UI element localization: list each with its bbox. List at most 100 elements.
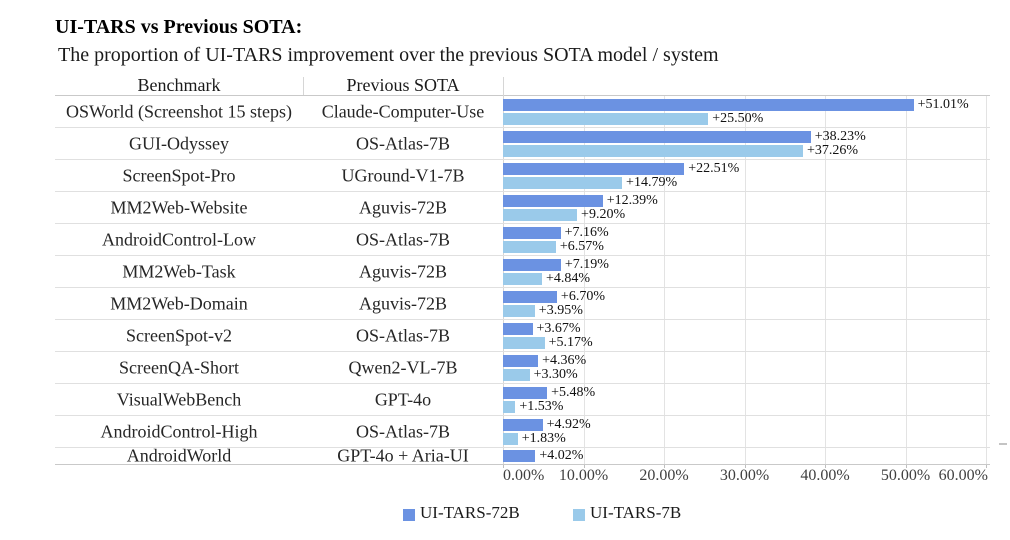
bar-72b: [503, 99, 914, 111]
axis-tick: [986, 464, 987, 468]
bar-value-label: +3.67%: [536, 321, 581, 336]
benchmark-cell: GUI-Odyssey: [129, 133, 229, 153]
previous-sota-cell: Aguvis-72B: [358, 293, 447, 313]
bar-7b: [503, 337, 545, 349]
table-row: AndroidControl-Low OS-Atlas-7B +7.16% +6.57…: [55, 224, 990, 256]
bar-value-label: +9.20%: [581, 207, 626, 222]
benchmark-cell: AndroidWorld: [126, 445, 232, 465]
bar-72b: [503, 227, 561, 239]
table-row: VisualWebBench GPT-4o +5.48% +1.53%: [55, 384, 990, 416]
bar-value-label: +38.23%: [814, 129, 866, 144]
bar-value-label: +14.79%: [626, 175, 678, 190]
bar-value-label: +4.92%: [546, 417, 591, 432]
benchmark-column-header: Benchmark: [137, 75, 221, 95]
benchmark-cell: ScreenSpot-Pro: [122, 165, 236, 185]
x-tick-label: 20.00%: [639, 467, 689, 484]
axis-tick: [825, 464, 826, 468]
bar-72b: [503, 195, 603, 207]
table-row: MM2Web-Domain Aguvis-72B +6.70% +3.95%: [55, 288, 990, 320]
x-tick-label: 0.00%: [503, 467, 545, 484]
bar-7b: [503, 145, 803, 157]
column-divider: [303, 77, 304, 95]
table-row: AndroidWorld GPT-4o + Aria-UI +4.02%: [55, 445, 990, 465]
legend-swatch-7b: [573, 509, 585, 521]
previous-sota-cell: Aguvis-72B: [358, 197, 447, 217]
bar-7b: [503, 177, 623, 189]
benchmark-cell: ScreenSpot-v2: [126, 325, 232, 345]
x-axis-line: [55, 464, 990, 465]
x-tick-label: 50.00%: [880, 467, 931, 484]
previous-sota-cell: UGround-V1-7B: [341, 165, 465, 185]
x-tick-label: 30.00%: [719, 467, 770, 484]
benchmark-cell: AndroidControl-Low: [102, 229, 256, 249]
gridline: [744, 96, 746, 464]
bar-72b: [503, 450, 536, 462]
bar-value-label: +4.84%: [545, 271, 591, 286]
legend-label: UI-TARS-7B: [590, 503, 682, 522]
legend-swatch-72b: [403, 509, 415, 521]
previous-sota-cell: OS-Atlas-7B: [356, 325, 450, 345]
bar-value-label: +6.57%: [559, 239, 604, 254]
axis-tick: [744, 464, 746, 468]
benchmark-cell: MM2Web-Task: [122, 261, 236, 281]
bar-7b: [503, 209, 578, 221]
axis-tick: [583, 464, 585, 468]
bar-value-label: +1.53%: [519, 399, 564, 414]
table-row: GUI-Odyssey OS-Atlas-7B +38.23% +37.26%: [55, 128, 990, 160]
gridline: [583, 96, 585, 464]
bar-72b: [503, 291, 557, 303]
bar-7b: [503, 401, 516, 413]
gridline: [825, 96, 826, 464]
bar-72b: [503, 259, 561, 271]
previous-sota-cell: GPT-4o: [374, 389, 432, 409]
benchmark-cell: VisualWebBench: [116, 389, 242, 409]
benchmark-cell: AndroidControl-High: [100, 421, 258, 441]
bar-72b: [503, 419, 543, 431]
legend-label: UI-TARS-72B: [420, 503, 520, 522]
bar-value-label: +25.50%: [712, 111, 764, 126]
gridline: [664, 96, 665, 464]
benchmark-cell: ScreenQA-Short: [119, 357, 239, 377]
axis-tick: [503, 464, 504, 468]
bar-value-label: +22.51%: [688, 161, 740, 176]
table-row: MM2Web-Task Aguvis-72B +7.19% +4.84%: [55, 256, 990, 288]
previous-sota-cell: Aguvis-72B: [358, 261, 447, 281]
bar-7b: [503, 433, 518, 445]
table-row: OSWorld (Screenshot 15 steps) Claude-Comp…: [55, 96, 990, 128]
table-row: ScreenQA-Short Qwen2-VL-7B +4.36% +3.30%: [55, 352, 990, 384]
benchmark-cell: OSWorld (Screenshot 15 steps): [65, 101, 293, 121]
table-row: MM2Web-Website Aguvis-72B +12.39% +9.20%: [55, 192, 990, 224]
bar-value-label: +6.70%: [560, 289, 605, 304]
bar-7b: [503, 273, 542, 285]
bar-value-label: +1.83%: [521, 431, 566, 446]
benchmark-cell: MM2Web-Domain: [110, 293, 248, 313]
bar-value-label: +5.17%: [548, 335, 593, 350]
previous-sota-cell: Claude-Computer-Use: [321, 101, 485, 121]
bar-72b: [503, 131, 811, 143]
bar-7b: [503, 305, 535, 317]
x-tick-label: 40.00%: [800, 467, 850, 484]
x-tick-label: 60.00%: [938, 467, 988, 484]
bar-72b: [503, 355, 539, 367]
previous-sota-cell: Qwen2-VL-7B: [348, 357, 458, 377]
bar-7b: [503, 241, 556, 253]
bar-72b: [503, 387, 548, 399]
gridline: [986, 96, 987, 464]
header-underline: [55, 95, 990, 96]
chart-title: UI-TARS vs Previous SOTA:: [55, 16, 303, 38]
bar-value-label: +4.02%: [539, 448, 584, 463]
bar-value-label: +51.01%: [917, 97, 969, 112]
dash-artifact: [999, 443, 1007, 445]
bar-value-label: +3.95%: [538, 303, 583, 318]
x-tick-label: 10.00%: [558, 467, 609, 484]
previous-sota-cell: OS-Atlas-7B: [356, 229, 450, 249]
previous-sota-cell: OS-Atlas-7B: [356, 133, 450, 153]
bar-value-label: +4.36%: [542, 353, 587, 368]
benchmark-cell: MM2Web-Website: [110, 197, 248, 217]
table-row: AndroidControl-High OS-Atlas-7B +4.92% +1.8…: [55, 416, 990, 448]
bar-value-label: +7.19%: [564, 257, 609, 272]
bar-value-label: +7.16%: [564, 225, 609, 240]
table-row: ScreenSpot-v2 OS-Atlas-7B +3.67% +5.17%: [55, 320, 990, 352]
bar-value-label: +3.30%: [533, 367, 578, 382]
